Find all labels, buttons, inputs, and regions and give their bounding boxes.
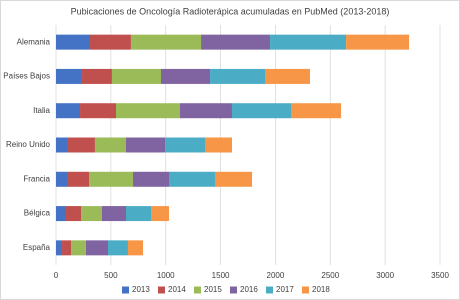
bar-segment (108, 240, 128, 256)
chart-title: Pubicaciones de Oncología Radioterápica … (71, 6, 390, 16)
legend-swatch (158, 286, 165, 294)
legend-swatch (122, 286, 129, 294)
legend-swatch (194, 286, 201, 294)
y-tick-label: Francia (23, 174, 50, 183)
bar-segment (81, 68, 112, 84)
y-tick-label: Países Bajos (3, 72, 50, 81)
bar-segment (64, 206, 82, 222)
bar-segment (56, 103, 81, 119)
bar-segment (111, 68, 161, 84)
legend-label: 2017 (276, 285, 294, 294)
y-tick-label: Reino Unido (6, 140, 51, 149)
x-tick-label: 2000 (267, 271, 285, 280)
legend-label: 2013 (132, 285, 150, 294)
bar-segment (130, 34, 202, 50)
legend-label: 2018 (312, 285, 330, 294)
bar-segment (101, 206, 126, 222)
bar-segment (165, 137, 205, 153)
x-tick-label: 1000 (157, 271, 175, 280)
bar-segment (85, 240, 109, 256)
bar-segment (265, 68, 310, 84)
bar-segment (291, 103, 342, 119)
x-tick-label: 2500 (321, 271, 339, 280)
bar-segment (133, 171, 170, 187)
bar-segment (204, 137, 232, 153)
bar-segment (116, 103, 180, 119)
x-tick-label: 3000 (376, 271, 394, 280)
legend-label: 2015 (204, 285, 222, 294)
bar-segment (56, 137, 68, 153)
bar-segment (125, 137, 166, 153)
bar-segment (81, 206, 102, 222)
bar-segment (80, 103, 117, 119)
bar-segment (201, 34, 271, 50)
bar-segment (67, 137, 95, 153)
y-tick-label: Alemania (17, 37, 51, 46)
bar-segment (231, 103, 292, 119)
bar-segment (56, 68, 82, 84)
bar-segment (71, 240, 86, 256)
bar-segment (56, 34, 91, 50)
bar-segment (179, 103, 232, 119)
legend-label: 2014 (168, 285, 186, 294)
bar-segment (160, 68, 211, 84)
bar-segment (214, 171, 253, 187)
bar-segment (89, 171, 134, 187)
bar-segment (90, 34, 131, 50)
bar-segment (56, 171, 68, 187)
x-tick-label: 3500 (431, 271, 449, 280)
bar-segment (151, 206, 170, 222)
bar-segment (346, 34, 410, 50)
bar-segment (67, 171, 90, 187)
bar-segment (62, 240, 72, 256)
y-tick-label: Bélgica (24, 209, 51, 218)
bar-segment (94, 137, 126, 153)
legend-swatch (230, 286, 237, 294)
bar-segment (127, 240, 144, 256)
bar-segment (56, 240, 63, 256)
y-tick-label: Italia (33, 106, 50, 115)
x-tick-label: 500 (104, 271, 118, 280)
bar-segment (210, 68, 266, 84)
legend-swatch (302, 286, 309, 294)
bar-segment (270, 34, 347, 50)
x-tick-label: 1500 (212, 271, 230, 280)
legend-label: 2016 (240, 285, 258, 294)
y-tick-label: España (23, 243, 51, 252)
legend-swatch (266, 286, 273, 294)
bar-segment (56, 206, 65, 222)
bar-segment (125, 206, 152, 222)
x-tick-label: 0 (54, 271, 59, 280)
bar-segment (169, 171, 215, 187)
